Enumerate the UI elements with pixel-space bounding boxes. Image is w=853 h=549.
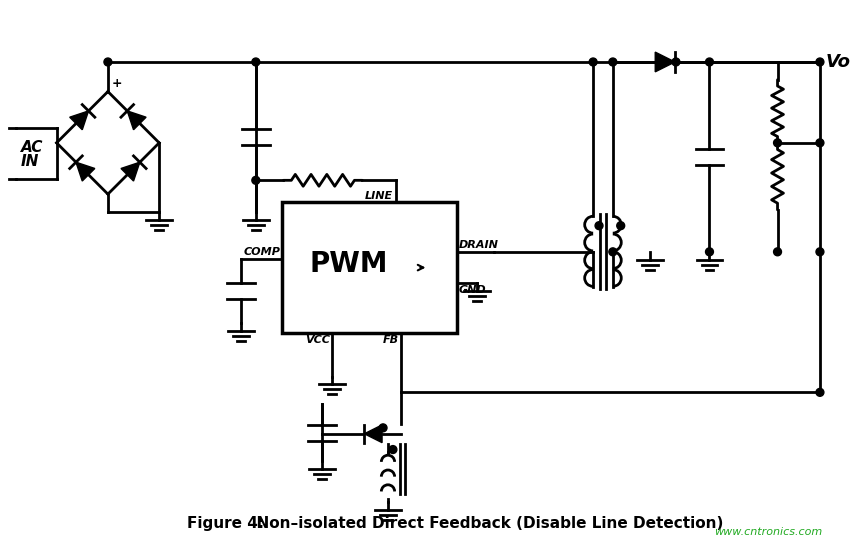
Circle shape (815, 139, 823, 147)
Polygon shape (70, 111, 89, 130)
Circle shape (705, 58, 712, 66)
Circle shape (379, 424, 386, 432)
Text: PWM: PWM (309, 250, 387, 278)
Text: GND: GND (458, 285, 486, 295)
Circle shape (616, 222, 624, 229)
Text: Non–isolated Direct Feedback (Disable Line Detection): Non–isolated Direct Feedback (Disable Li… (246, 516, 722, 531)
Text: AC: AC (21, 141, 44, 155)
Text: IN: IN (21, 154, 39, 169)
Circle shape (671, 58, 679, 66)
Text: LINE: LINE (364, 191, 392, 201)
Text: Figure 4:: Figure 4: (187, 516, 264, 531)
Circle shape (595, 222, 602, 229)
Circle shape (608, 248, 616, 256)
Circle shape (104, 58, 112, 66)
Text: +: + (112, 77, 122, 89)
Text: www.cntronics.com: www.cntronics.com (713, 528, 821, 537)
Text: COMP: COMP (243, 247, 280, 257)
Circle shape (773, 248, 780, 256)
Circle shape (589, 58, 596, 66)
Polygon shape (654, 52, 674, 72)
Circle shape (252, 176, 259, 184)
Circle shape (815, 58, 823, 66)
Polygon shape (127, 111, 146, 130)
Polygon shape (364, 425, 381, 442)
Circle shape (608, 58, 616, 66)
Circle shape (705, 248, 712, 256)
Text: Vo: Vo (825, 53, 850, 71)
Polygon shape (76, 162, 95, 181)
Text: VCC: VCC (305, 335, 329, 345)
Polygon shape (121, 162, 140, 181)
Circle shape (388, 446, 397, 453)
Circle shape (773, 139, 780, 147)
Text: DRAIN: DRAIN (458, 240, 498, 250)
Circle shape (252, 58, 259, 66)
Text: FB: FB (382, 335, 398, 345)
Circle shape (815, 388, 823, 396)
Bar (282, 202, 456, 333)
Circle shape (815, 248, 823, 256)
